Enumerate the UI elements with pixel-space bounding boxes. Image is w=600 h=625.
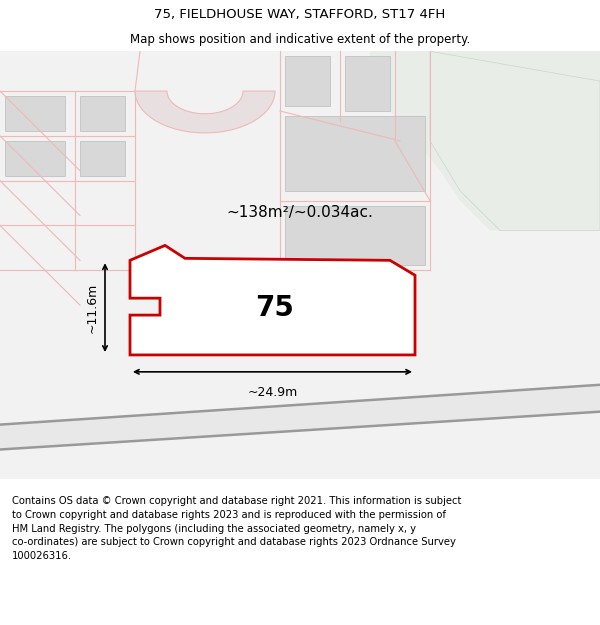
Text: Map shows position and indicative extent of the property.: Map shows position and indicative extent… xyxy=(130,34,470,46)
Polygon shape xyxy=(370,51,600,231)
Polygon shape xyxy=(0,385,600,449)
Polygon shape xyxy=(5,96,65,131)
Polygon shape xyxy=(80,141,125,176)
Polygon shape xyxy=(130,246,415,355)
Polygon shape xyxy=(80,96,125,131)
Polygon shape xyxy=(430,51,600,231)
Text: Contains OS data © Crown copyright and database right 2021. This information is : Contains OS data © Crown copyright and d… xyxy=(12,496,461,506)
Text: 75: 75 xyxy=(256,294,295,322)
Polygon shape xyxy=(135,91,275,133)
Text: ~11.6m: ~11.6m xyxy=(86,282,99,332)
Polygon shape xyxy=(370,51,600,91)
Polygon shape xyxy=(285,206,425,265)
Text: ~24.9m: ~24.9m xyxy=(247,386,298,399)
Text: to Crown copyright and database rights 2023 and is reproduced with the permissio: to Crown copyright and database rights 2… xyxy=(12,510,446,520)
Text: co-ordinates) are subject to Crown copyright and database rights 2023 Ordnance S: co-ordinates) are subject to Crown copyr… xyxy=(12,537,456,547)
Text: ~138m²/~0.034ac.: ~138m²/~0.034ac. xyxy=(227,205,373,220)
Polygon shape xyxy=(285,116,425,191)
Polygon shape xyxy=(5,141,65,176)
Polygon shape xyxy=(345,56,390,111)
Text: HM Land Registry. The polygons (including the associated geometry, namely x, y: HM Land Registry. The polygons (includin… xyxy=(12,524,416,534)
Polygon shape xyxy=(285,56,330,106)
Text: 100026316.: 100026316. xyxy=(12,551,72,561)
Text: 75, FIELDHOUSE WAY, STAFFORD, ST17 4FH: 75, FIELDHOUSE WAY, STAFFORD, ST17 4FH xyxy=(154,8,446,21)
